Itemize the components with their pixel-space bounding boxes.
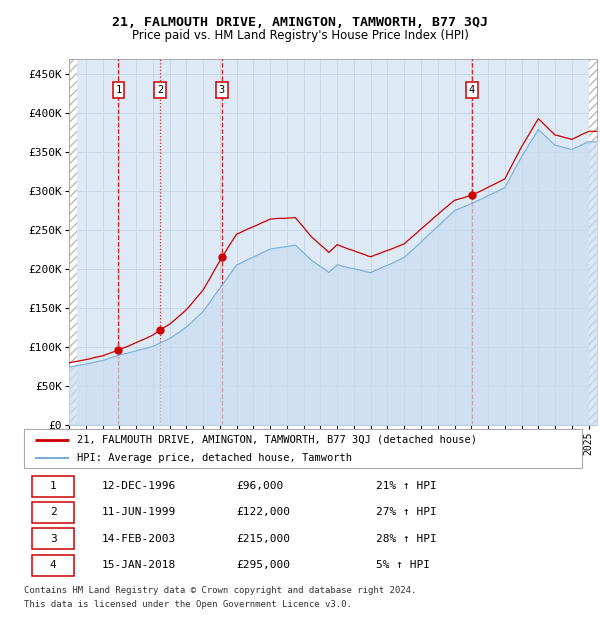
Text: Contains HM Land Registry data © Crown copyright and database right 2024.: Contains HM Land Registry data © Crown c… <box>24 586 416 595</box>
Text: 14-FEB-2003: 14-FEB-2003 <box>102 534 176 544</box>
Text: Price paid vs. HM Land Registry's House Price Index (HPI): Price paid vs. HM Land Registry's House … <box>131 30 469 42</box>
Text: 15-JAN-2018: 15-JAN-2018 <box>102 560 176 570</box>
Text: £96,000: £96,000 <box>236 481 283 491</box>
Text: 21, FALMOUTH DRIVE, AMINGTON, TAMWORTH, B77 3QJ: 21, FALMOUTH DRIVE, AMINGTON, TAMWORTH, … <box>112 17 488 29</box>
FancyBboxPatch shape <box>32 476 74 497</box>
Text: 11-JUN-1999: 11-JUN-1999 <box>102 508 176 518</box>
Text: 4: 4 <box>469 85 475 95</box>
Text: 4: 4 <box>50 560 56 570</box>
Text: 12-DEC-1996: 12-DEC-1996 <box>102 481 176 491</box>
Text: This data is licensed under the Open Government Licence v3.0.: This data is licensed under the Open Gov… <box>24 600 352 609</box>
FancyBboxPatch shape <box>32 502 74 523</box>
Text: 1: 1 <box>50 481 56 491</box>
Text: £295,000: £295,000 <box>236 560 290 570</box>
Text: 5% ↑ HPI: 5% ↑ HPI <box>376 560 430 570</box>
Text: 3: 3 <box>50 534 56 544</box>
Text: 28% ↑ HPI: 28% ↑ HPI <box>376 534 436 544</box>
Text: 21% ↑ HPI: 21% ↑ HPI <box>376 481 436 491</box>
Text: 3: 3 <box>219 85 225 95</box>
Text: £215,000: £215,000 <box>236 534 290 544</box>
FancyBboxPatch shape <box>32 528 74 549</box>
Text: 21, FALMOUTH DRIVE, AMINGTON, TAMWORTH, B77 3QJ (detached house): 21, FALMOUTH DRIVE, AMINGTON, TAMWORTH, … <box>77 435 477 445</box>
FancyBboxPatch shape <box>32 555 74 576</box>
FancyBboxPatch shape <box>24 429 582 468</box>
Text: HPI: Average price, detached house, Tamworth: HPI: Average price, detached house, Tamw… <box>77 453 352 463</box>
Text: 2: 2 <box>50 508 56 518</box>
Text: 1: 1 <box>115 85 122 95</box>
Text: £122,000: £122,000 <box>236 508 290 518</box>
Text: 2: 2 <box>157 85 163 95</box>
Text: 27% ↑ HPI: 27% ↑ HPI <box>376 508 436 518</box>
